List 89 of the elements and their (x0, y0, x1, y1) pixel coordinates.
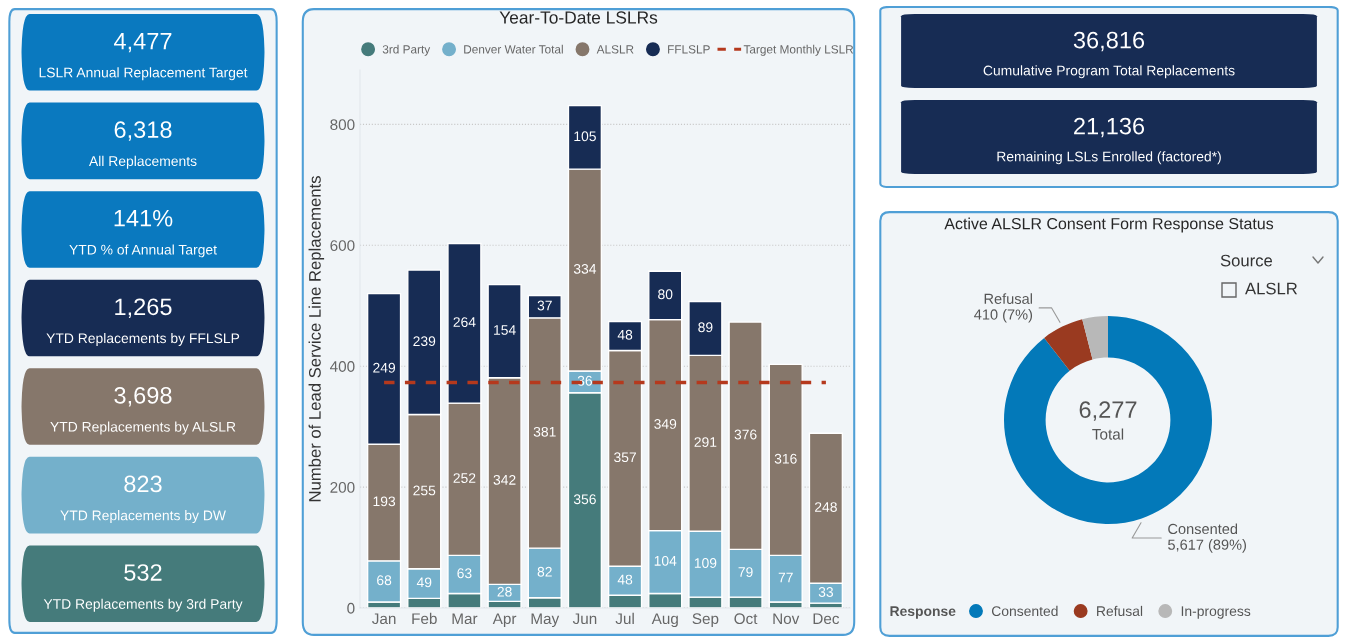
text: 6,277 (1079, 401, 1137, 421)
x-tick-label: Jun (572, 613, 597, 625)
category-label: All Replacements (88, 155, 197, 169)
x-tick-label: Mar (452, 613, 478, 625)
data-label: 264 (453, 317, 476, 328)
data-label: 36,816 (1073, 31, 1145, 52)
data-label: 82 (537, 566, 552, 577)
category-label: YTD % of Annual Target (69, 244, 217, 258)
data-label: 532 (124, 564, 162, 581)
chart-title: Year-To-Date LSLRs (499, 11, 658, 24)
data-label: 89 (698, 322, 713, 333)
category-label: YTD Replacements by 3rd Party (43, 598, 243, 612)
data-label: 49 (416, 577, 432, 588)
text: Total (1092, 428, 1124, 440)
y-tick-label: 600 (330, 240, 355, 251)
data-label: 823 (124, 475, 162, 493)
data-label: 291 (694, 437, 717, 447)
x-tick-label: Nov (773, 613, 800, 625)
x-tick-label: Jul (615, 612, 634, 625)
data-label: Consented 5,617 (89%) (1168, 523, 1246, 553)
data-label: 239 (413, 336, 436, 347)
x-tick-label: Sep (692, 613, 719, 628)
legend-label: 3rd Party (382, 44, 431, 56)
x-tick-label: Apr (492, 613, 517, 628)
text: Source (1220, 254, 1273, 267)
data-label: 381 (533, 426, 556, 437)
data-label: 3,698 (114, 387, 172, 407)
category-label: Cumulative Program Total Replacements (983, 65, 1235, 79)
data-label: 334 (573, 263, 597, 274)
data-label: 33 (818, 587, 834, 597)
category-label: YTD Replacements by ALSLR (50, 421, 236, 435)
data-label: 104 (654, 555, 677, 566)
y-tick-label: 200 (330, 481, 355, 493)
x-tick-label: Aug (651, 613, 678, 628)
data-label: 357 (614, 452, 636, 463)
data-label: 105 (574, 131, 596, 142)
data-label: 68 (377, 575, 392, 586)
category-label: Remaining LSLs Enrolled (factored*) (997, 151, 1221, 165)
x-tick-label: Jan (372, 613, 396, 625)
data-label: 349 (654, 419, 677, 429)
x-tick-label: May (531, 613, 560, 628)
legend-title: Response (890, 606, 956, 619)
x-tick-label: Oct (734, 613, 758, 625)
donut-slice (1082, 316, 1108, 360)
category-label: YTD Replacements by DW (60, 510, 226, 524)
data-label: 154 (494, 325, 516, 335)
y-axis-title: Number of Lead Service Line Replacements (308, 176, 325, 502)
data-label: 21,136 (1074, 117, 1145, 138)
legend-label: Denver Water Total (464, 44, 563, 54)
data-label: 63 (457, 568, 472, 579)
y-tick-label: 800 (330, 119, 355, 131)
data-label: 248 (815, 502, 837, 512)
legend-label: In-progress (1181, 606, 1251, 619)
legend-label: ALSLR (596, 45, 634, 54)
category-label: LSLR Annual Replacement Target (39, 67, 248, 81)
legend-label: Refusal (1097, 605, 1143, 617)
donut-slice (1044, 319, 1093, 371)
x-tick-label: Feb (412, 612, 437, 625)
data-label: 6,318 (114, 121, 172, 141)
data-label: 1,265 (115, 298, 172, 318)
data-label: 28 (497, 586, 512, 597)
data-label: 79 (738, 567, 753, 577)
data-label: 77 (778, 572, 793, 583)
data-label: Refusal 410 (7%) (974, 293, 1033, 323)
data-label: 249 (373, 362, 396, 373)
data-label: 255 (413, 485, 436, 496)
data-label: 141% (114, 209, 173, 227)
x-tick-label: Dec (813, 613, 840, 625)
legend-label: Target Monthly LSLR (743, 44, 854, 56)
data-label: 109 (694, 558, 717, 568)
data-label: 36 (577, 375, 593, 386)
data-label: 356 (573, 494, 596, 505)
data-label: 37 (537, 300, 552, 311)
data-label: 342 (493, 474, 516, 485)
data-label: 48 (617, 329, 633, 340)
category-label: YTD Replacements by FFLSLP (46, 332, 240, 346)
data-label: 193 (373, 496, 396, 507)
data-label: 376 (734, 429, 757, 440)
text: ALSLR (1245, 282, 1298, 295)
y-tick-label: 0 (347, 602, 355, 614)
data-label: 4,477 (114, 32, 172, 53)
legend-label: FFLSLP (668, 45, 710, 54)
y-tick-label: 400 (330, 361, 355, 372)
data-label: 252 (453, 473, 476, 483)
legend-label: Consented (991, 605, 1058, 617)
data-label: 316 (774, 453, 797, 464)
chart-title: Active ALSLR Consent Form Response Status (944, 217, 1274, 233)
data-label: 80 (658, 289, 673, 300)
data-label: 48 (617, 574, 633, 585)
